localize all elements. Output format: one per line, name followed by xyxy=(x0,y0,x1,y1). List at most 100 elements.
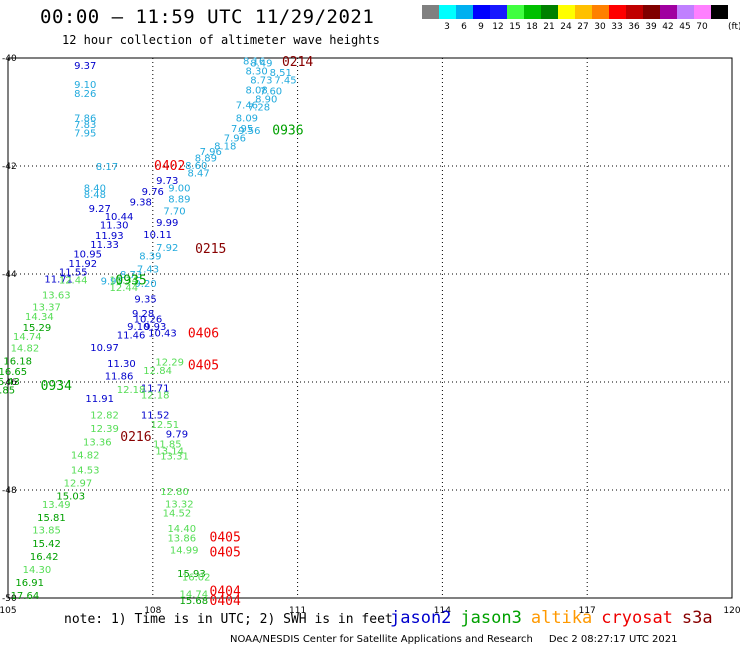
scale-swatch xyxy=(473,5,490,19)
wave-height-value: 7.92 xyxy=(156,243,178,254)
wave-height-value: 17.64 xyxy=(11,591,40,602)
scale-swatch xyxy=(558,5,575,19)
wave-height-value: 11.52 xyxy=(141,410,170,421)
wave-height-value: 14.99 xyxy=(170,545,199,556)
wave-height-value: 14.74 xyxy=(180,590,209,601)
wave-height-value: 11.93 xyxy=(95,231,124,242)
wave-height-value: 9.00 xyxy=(168,184,190,195)
scale-swatch xyxy=(439,5,456,19)
wave-height-value: 16.18 xyxy=(3,356,32,367)
wave-height-value: 8.60 xyxy=(185,161,207,172)
lat-tick-label: -42 xyxy=(2,162,17,172)
wave-height-value: 13.85 xyxy=(32,525,61,536)
wave-height-value: 12.44 xyxy=(59,275,88,286)
wave-height-value: 8.51 xyxy=(270,68,292,79)
wave-height-value: 10.95 xyxy=(73,249,102,260)
wave-height-value: 14.74 xyxy=(13,332,42,343)
wave-height-value: 11.34 xyxy=(110,275,139,286)
wave-height-value: 8.09 xyxy=(236,113,258,124)
scale-swatch xyxy=(626,5,643,19)
wave-height-value: 14.30 xyxy=(23,565,52,576)
scale-label: 70 xyxy=(696,22,708,32)
scale-label: 9 xyxy=(478,22,484,32)
wave-height-value: 7.46 xyxy=(236,100,258,111)
wave-height-value: 7.28 xyxy=(248,103,270,114)
wave-height-value: 11.30 xyxy=(100,220,129,231)
wave-height-value: 10.43 xyxy=(148,328,177,339)
scale-label: 15 xyxy=(509,22,521,32)
wave-height-value: 8.47 xyxy=(188,168,210,179)
wave-height-value: 15.81 xyxy=(37,513,66,524)
wave-height-value: 13.36 xyxy=(83,437,112,448)
wave-height-value: 16.43 xyxy=(0,377,20,388)
pass-time-label: 0406 xyxy=(188,326,219,341)
map-subtitle: 12 hour collection of altimeter wave hei… xyxy=(62,33,380,47)
pass-time-label: 0216 xyxy=(120,430,151,445)
wave-height-value: 12.18 xyxy=(141,390,170,401)
wave-height-value: 8.73 xyxy=(120,270,142,281)
wave-height-value: 14.82 xyxy=(71,450,100,461)
wave-height-value: 9.99 xyxy=(156,218,178,229)
wave-height-value: 8.73 xyxy=(250,76,272,87)
wave-height-value: 11.92 xyxy=(68,259,97,270)
lon-tick-label: 114 xyxy=(434,606,451,616)
wave-height-value: 7.43 xyxy=(137,265,159,276)
wave-height-value: 11.71 xyxy=(141,383,170,394)
wave-height-value: 13.49 xyxy=(42,500,71,511)
wave-height-value: 10.11 xyxy=(143,230,172,241)
wave-height-value: 9.35 xyxy=(134,294,156,305)
scale-swatch xyxy=(541,5,558,19)
wave-height-value: 9.79 xyxy=(166,429,188,440)
timestamp: Dec 2 08:27:17 UTC 2021 xyxy=(548,634,678,645)
wave-height-value: 9.27 xyxy=(89,204,111,215)
pass-time-label: 0402 xyxy=(154,159,185,174)
scale-swatch xyxy=(456,5,473,19)
wave-height-value: 8.90 xyxy=(255,95,277,106)
pass-time-label: 0405 xyxy=(210,546,241,561)
scale-swatch xyxy=(677,5,694,19)
wave-height-value: 7.60 xyxy=(260,86,282,97)
wave-height-value: 15.29 xyxy=(23,323,52,334)
scale-swatch xyxy=(422,5,439,19)
wave-height-value: 16.02 xyxy=(182,572,211,583)
wave-height-value: 9.56 xyxy=(238,126,260,137)
scale-label: 6 xyxy=(461,22,467,32)
wave-height-value: 15.68 xyxy=(180,596,209,607)
wave-height-value: 12.29 xyxy=(155,357,184,368)
map-frame xyxy=(7,57,733,599)
wave-height-value: 8.40 xyxy=(84,184,106,195)
lon-tick-label: 111 xyxy=(289,606,306,616)
scale-label: 36 xyxy=(628,22,640,32)
wave-height-value: 8.26 xyxy=(74,89,96,100)
wave-height-value: 13.86 xyxy=(167,534,196,545)
lon-tick-label: 105 xyxy=(0,606,17,616)
scale-swatch xyxy=(643,5,660,19)
satellite-legend-s3a: s3a xyxy=(681,608,713,628)
map-title: 00:00 — 11:59 UTC 11/29/2021 xyxy=(40,6,375,28)
pass-time-label: 0404 xyxy=(210,594,241,609)
wave-height-value: 13.37 xyxy=(32,302,61,313)
wave-height-value: 13.63 xyxy=(42,291,71,302)
wave-height-value: 8.89 xyxy=(168,194,190,205)
wave-height-value: 12.18 xyxy=(117,385,146,396)
scale-label: 39 xyxy=(645,22,657,32)
wave-height-value: 9.10 xyxy=(127,322,149,333)
wave-height-value: 14.34 xyxy=(25,312,54,323)
wave-height-value: 11.86 xyxy=(105,372,134,383)
lat-tick-label: -44 xyxy=(2,270,17,280)
satellite-legend-altika: altika xyxy=(530,608,593,628)
lat-tick-label: -40 xyxy=(2,54,17,64)
wave-height-value: 14.53 xyxy=(71,465,100,476)
wave-height-value: 12.84 xyxy=(143,366,172,377)
wave-height-value: 14.52 xyxy=(163,509,192,520)
pass-time-label: 0936 xyxy=(272,123,303,138)
wave-height-value: 12.97 xyxy=(64,478,93,489)
wave-height-value: 8.17 xyxy=(96,162,118,173)
wave-height-value: 11.91 xyxy=(85,394,114,405)
scale-swatch xyxy=(507,5,524,19)
wave-height-value: 13.32 xyxy=(165,500,194,511)
lat-tick-label: -50 xyxy=(2,594,17,604)
scale-swatch xyxy=(524,5,541,19)
scale-swatch xyxy=(592,5,609,19)
wave-height-value: 7.96 xyxy=(224,133,246,144)
